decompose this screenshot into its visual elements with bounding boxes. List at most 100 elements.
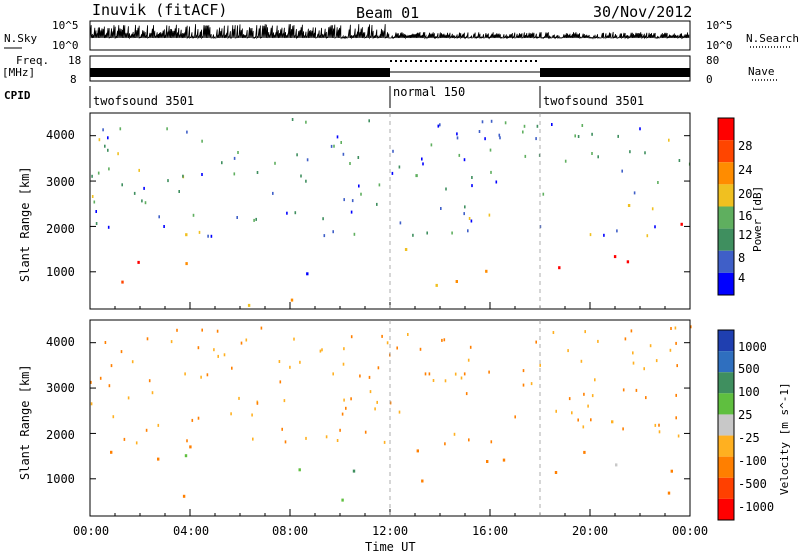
velocity-ytick-2000: 2000: [46, 428, 75, 442]
p2-echo-sparse: [424, 372, 427, 376]
p1-echo-sparse: [141, 199, 143, 203]
p1-echo: [185, 233, 188, 237]
p1-echo-sparse: [421, 157, 423, 161]
p1-echo-sparse: [536, 124, 539, 128]
p1-echo-sparse: [597, 155, 599, 159]
p1-echo-sparse: [138, 168, 140, 172]
p1-echo-sparse: [102, 128, 104, 132]
p1-echo-sparse: [353, 232, 356, 236]
p1-echo-sparse: [143, 186, 145, 190]
p1-echo-sparse: [445, 187, 447, 191]
p1-echo-sparse: [274, 161, 276, 165]
p1-echo-sparse: [133, 191, 136, 195]
p2-echo-sparse: [279, 380, 282, 384]
xaxis-label: Time UT: [365, 540, 416, 554]
p1-echo-sparse: [107, 148, 109, 152]
p2-echo-sparse: [398, 410, 401, 414]
p2-echo-sparse: [468, 438, 470, 442]
p1-echo-sparse: [616, 229, 618, 233]
cpid-label: CPID: [4, 89, 31, 102]
p2-echo-sparse: [197, 346, 200, 350]
nsky-tick-top: 10^5: [52, 19, 79, 32]
p1-echo-sparse: [305, 120, 307, 124]
p1-echo-sparse: [451, 231, 453, 235]
p1-echo-sparse: [201, 139, 203, 143]
p1-echo-sparse: [633, 191, 636, 195]
p2-echo: [583, 450, 586, 454]
velocity-ytick-1000: 1000: [46, 472, 75, 486]
p1-echo-sparse: [340, 141, 342, 144]
p1-echo-sparse: [535, 137, 537, 141]
p1-echo-sparse: [121, 183, 123, 187]
p2-echo-sparse: [368, 375, 371, 379]
p2-echo-sparse: [632, 361, 635, 365]
p2-echo-sparse: [571, 411, 573, 415]
p2-echo-sparse: [252, 437, 254, 441]
p1-echo-sparse: [577, 135, 580, 138]
p1-echo-sparse: [117, 152, 119, 156]
cpid-segment-2: normal 150: [393, 85, 466, 99]
p1-echo-sparse: [564, 159, 567, 163]
p2-echo-sparse: [643, 367, 645, 371]
p1-echo-sparse: [192, 213, 195, 217]
p2-echo-sparse: [632, 351, 634, 355]
cb2-swatch: [718, 498, 734, 520]
p1-echo-sparse: [498, 133, 501, 137]
p1-echo-sparse: [678, 159, 681, 162]
p1-echo-sparse: [398, 165, 401, 169]
vel-cb-tick-minus100: -100: [738, 454, 767, 468]
p1-echo-sparse: [255, 217, 257, 221]
p2-echo-sparse: [278, 360, 281, 363]
p1-echo-sparse: [163, 225, 165, 228]
p2-echo-sparse: [530, 382, 533, 386]
cb2-swatch: [718, 477, 734, 499]
velocity-colorbar: [717, 329, 735, 521]
p2-echo-sparse: [216, 329, 219, 333]
power-cb-tick-8: 8: [738, 251, 746, 265]
p1-echo-sparse: [182, 174, 184, 178]
p1-echo-sparse: [253, 218, 255, 222]
power-cb-tick-20: 20: [738, 187, 753, 201]
xtick-2000: 20:00: [572, 524, 609, 538]
p1-echo-sparse: [144, 201, 147, 205]
p2-echo-sparse: [428, 372, 431, 376]
p2-echo-sparse: [336, 439, 339, 442]
p1-echo-sparse: [323, 234, 326, 238]
nsearch-label: N.Search: [746, 32, 799, 45]
p2-echo: [298, 468, 301, 472]
nsearch-tick-bottom: 10^0: [706, 39, 733, 52]
p2-echo-sparse: [293, 337, 295, 341]
p2-echo-sparse: [649, 344, 652, 348]
p2-echo-sparse: [407, 333, 409, 336]
p2-echo-sparse: [677, 434, 680, 438]
p1-echo-sparse: [542, 192, 545, 196]
p2-echo-sparse: [539, 363, 541, 367]
p2-echo-sparse: [213, 348, 215, 352]
cb2-frame: [717, 329, 735, 521]
p2-echo-sparse: [350, 397, 352, 401]
p2-echo-sparse: [289, 365, 291, 369]
p2-echo: [421, 479, 424, 483]
p1-echo-sparse: [524, 154, 527, 158]
p2-echo-sparse: [104, 341, 107, 344]
cb1-swatch: [718, 272, 734, 295]
p1-echo-sparse: [286, 211, 288, 215]
p2-echo-sparse: [170, 340, 173, 344]
power-ytick-2000: 2000: [46, 222, 75, 236]
p2-echo-sparse: [260, 326, 263, 330]
vel-cb-tick-25: 25: [738, 408, 753, 422]
p2-echo-sparse: [238, 396, 240, 400]
p2-echo-sparse: [151, 391, 154, 395]
p1-echo-sparse: [342, 152, 345, 156]
velocity-panel: [89, 319, 692, 517]
power-ytick-1000: 1000: [46, 265, 75, 279]
p2-echo: [341, 498, 344, 502]
vel-cb-tick-500: 500: [738, 362, 760, 376]
p2-echo-sparse: [231, 366, 233, 370]
power-cb-tick-4: 4: [738, 271, 746, 285]
nave-label: Nave: [748, 65, 775, 78]
p1-echo-sparse: [107, 136, 109, 140]
p1-echo-sparse: [463, 158, 466, 162]
nsky-label: N.Sky: [4, 32, 38, 45]
p2-echo-sparse: [396, 346, 398, 350]
